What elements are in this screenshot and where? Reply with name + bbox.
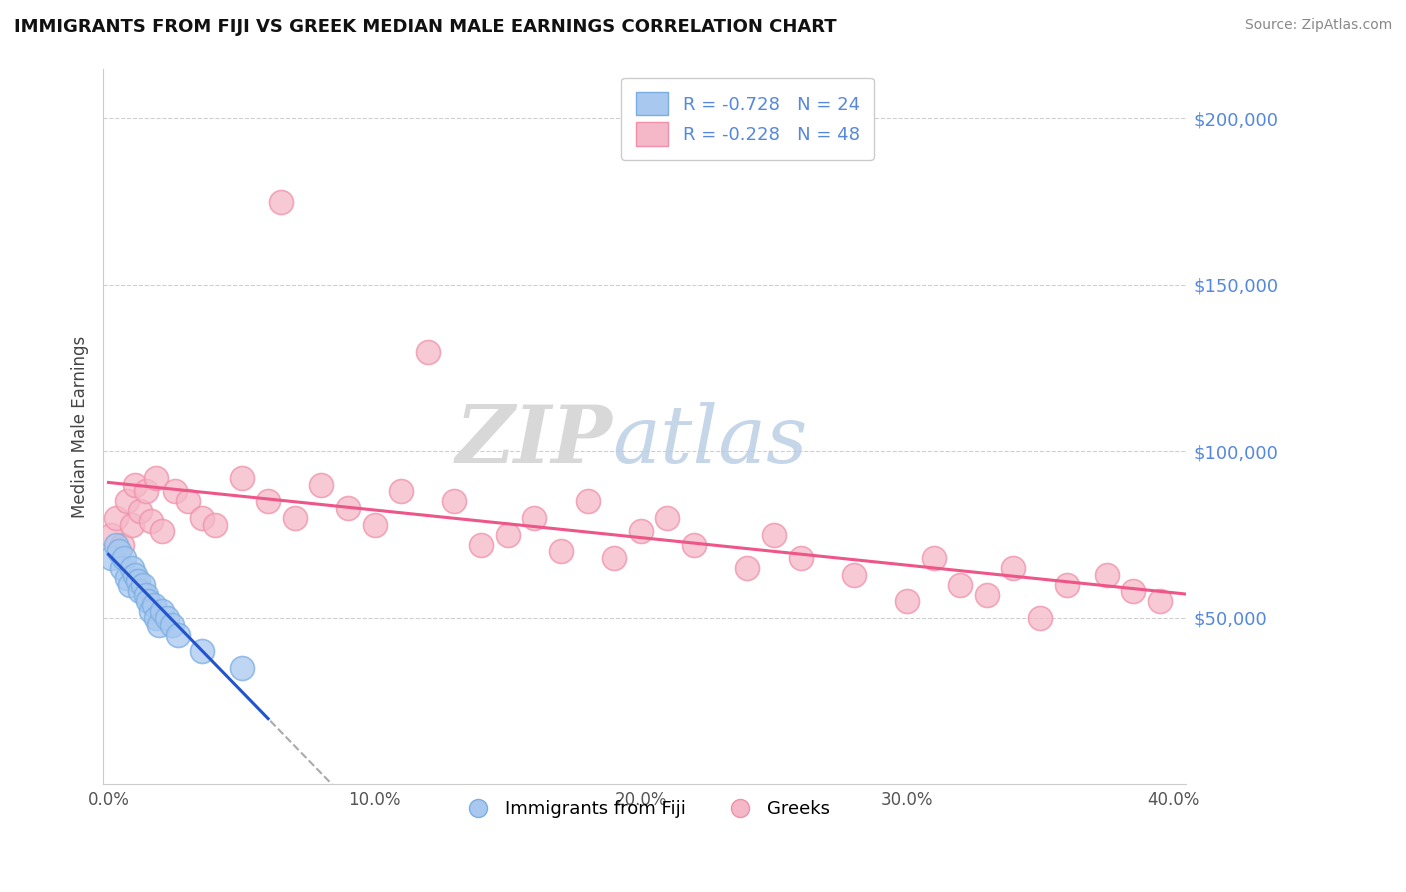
Point — [150, 524, 173, 539]
Point — [257, 494, 280, 508]
Point — [389, 484, 412, 499]
Text: IMMIGRANTS FROM FIJI VS GREEK MEDIAN MALE EARNINGS CORRELATION CHART: IMMIGRANTS FROM FIJI VS GREEK MEDIAN MAL… — [14, 18, 837, 36]
Point — [127, 574, 149, 589]
Point — [124, 477, 146, 491]
Point — [284, 511, 307, 525]
Point — [949, 577, 972, 591]
Point — [270, 194, 292, 209]
Text: atlas: atlas — [612, 402, 807, 480]
Point — [1122, 584, 1144, 599]
Point — [150, 604, 173, 618]
Point — [115, 494, 138, 508]
Point — [111, 561, 134, 575]
Point — [129, 504, 152, 518]
Point — [190, 644, 212, 658]
Legend: Immigrants from Fiji, Greeks: Immigrants from Fiji, Greeks — [453, 793, 837, 825]
Point — [100, 527, 122, 541]
Point — [118, 577, 141, 591]
Point — [138, 594, 160, 608]
Point — [132, 577, 155, 591]
Y-axis label: Median Male Earnings: Median Male Earnings — [72, 335, 89, 517]
Point — [177, 494, 200, 508]
Point — [1002, 561, 1025, 575]
Point — [683, 538, 706, 552]
Point — [129, 584, 152, 599]
Point — [1056, 577, 1078, 591]
Point — [115, 571, 138, 585]
Point — [166, 627, 188, 641]
Point — [105, 511, 128, 525]
Point — [842, 567, 865, 582]
Point — [111, 538, 134, 552]
Point — [148, 617, 170, 632]
Point — [1029, 611, 1052, 625]
Point — [105, 538, 128, 552]
Point — [112, 551, 135, 566]
Point — [496, 527, 519, 541]
Point — [657, 511, 679, 525]
Point — [523, 511, 546, 525]
Point — [735, 561, 758, 575]
Point — [443, 494, 465, 508]
Point — [204, 517, 226, 532]
Point — [896, 594, 918, 608]
Point — [163, 484, 186, 499]
Point — [922, 551, 945, 566]
Point — [550, 544, 572, 558]
Point — [100, 551, 122, 566]
Point — [139, 604, 162, 618]
Point — [1095, 567, 1118, 582]
Point — [139, 515, 162, 529]
Point — [576, 494, 599, 508]
Point — [976, 588, 998, 602]
Point — [363, 517, 385, 532]
Point — [470, 538, 492, 552]
Point — [121, 561, 143, 575]
Point — [156, 611, 179, 625]
Point — [135, 588, 157, 602]
Point — [416, 344, 439, 359]
Text: ZIP: ZIP — [456, 402, 612, 480]
Point — [135, 484, 157, 499]
Point — [162, 617, 184, 632]
Point — [145, 471, 167, 485]
Point — [231, 471, 253, 485]
Point — [108, 544, 131, 558]
Point — [1149, 594, 1171, 608]
Point — [337, 501, 360, 516]
Point — [231, 661, 253, 675]
Text: Source: ZipAtlas.com: Source: ZipAtlas.com — [1244, 18, 1392, 32]
Point — [630, 524, 652, 539]
Point — [190, 511, 212, 525]
Point — [145, 611, 167, 625]
Point — [121, 517, 143, 532]
Point — [603, 551, 626, 566]
Point — [124, 567, 146, 582]
Point — [142, 598, 165, 612]
Point — [311, 477, 333, 491]
Point — [789, 551, 811, 566]
Point — [762, 527, 785, 541]
